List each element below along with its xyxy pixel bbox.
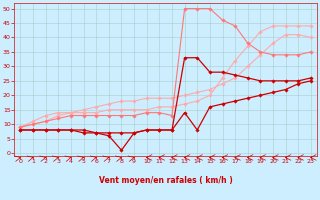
X-axis label: Vent moyen/en rafales ( km/h ): Vent moyen/en rafales ( km/h ) (99, 176, 233, 185)
